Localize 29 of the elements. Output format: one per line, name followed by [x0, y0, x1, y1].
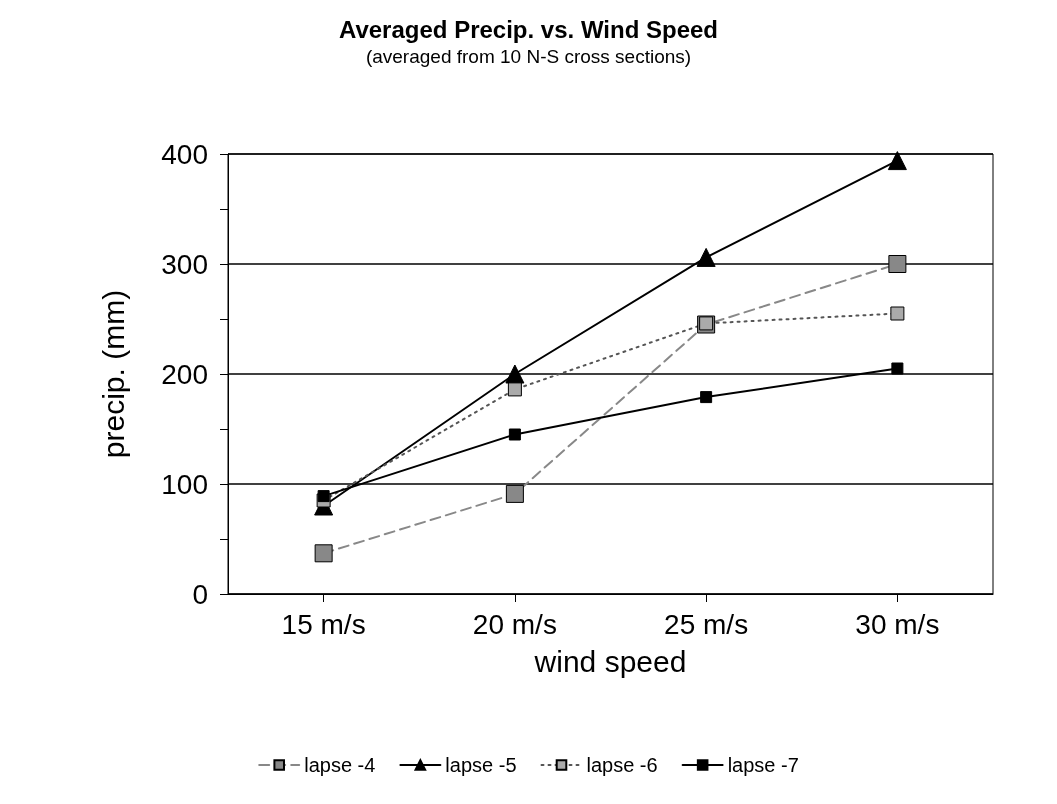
y-tick-label: 0 — [192, 578, 208, 610]
point — [505, 364, 525, 384]
point — [887, 151, 907, 171]
point — [888, 255, 907, 273]
point — [507, 382, 522, 397]
x-axis-title: wind speed — [533, 644, 687, 678]
x-tick-label: 30 m/s — [855, 608, 940, 640]
point — [317, 490, 330, 503]
point — [508, 428, 521, 441]
point — [696, 247, 716, 267]
x-tick-label: 20 m/s — [472, 608, 557, 640]
point — [314, 544, 333, 563]
point — [891, 362, 904, 375]
y-axis-title: precip. (mm) — [96, 289, 130, 459]
x-tick-label: 25 m/s — [664, 608, 749, 640]
chart-title: Averaged Precip. vs. Wind Speed — [338, 15, 719, 43]
point — [890, 306, 905, 321]
y-tick-label: 300 — [161, 248, 208, 280]
y-tick-label: 400 — [161, 138, 208, 170]
legend-label: lapse -6 — [586, 754, 658, 776]
point — [700, 391, 713, 404]
chart-subtitle: (averaged from 10 N-S cross sections) — [365, 46, 692, 67]
y-tick-label: 200 — [161, 358, 208, 390]
legend-label: lapse -7 — [727, 754, 799, 776]
legend-label: lapse -4 — [304, 754, 376, 776]
y-tick-label: 100 — [161, 468, 208, 500]
legend-label: lapse -5 — [445, 754, 517, 776]
point — [505, 484, 524, 503]
x-tick-label: 15 m/s — [281, 608, 366, 640]
